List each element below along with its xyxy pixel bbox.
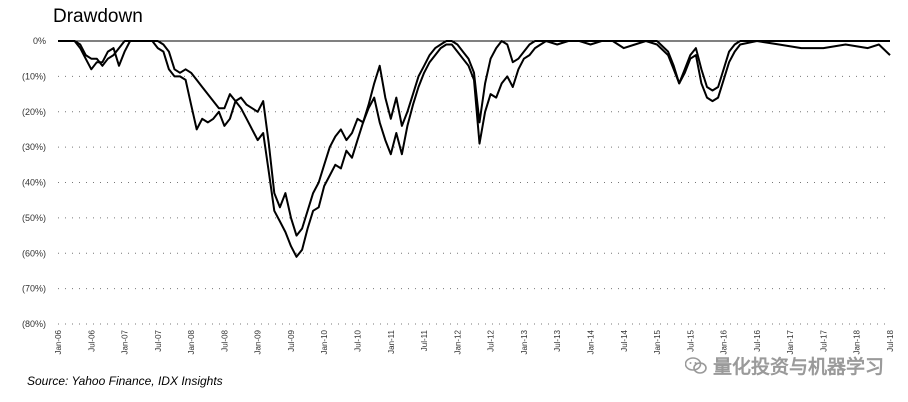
x-tick-label: Jan-10 bbox=[320, 329, 329, 354]
y-tick-label: 0% bbox=[33, 36, 46, 46]
x-axis-ticks: Jan-06 Jul-06 Jan-07 Jul-07 Jan-08 Jul-08 Jan-… bbox=[54, 329, 895, 354]
x-tick-label: Jan-09 bbox=[254, 329, 263, 354]
y-tick-label: (60%) bbox=[22, 248, 46, 258]
y-tick-label: (70%) bbox=[22, 284, 46, 294]
x-tick-label: Jan-15 bbox=[653, 329, 662, 354]
x-tick-label: Jan-18 bbox=[853, 329, 862, 354]
x-tick-label: Jan-06 bbox=[54, 329, 63, 354]
x-tick-label: Jan-12 bbox=[453, 329, 462, 354]
x-tick-label: Jan-11 bbox=[387, 329, 396, 353]
watermark: 量化投资与机器学习 bbox=[684, 352, 884, 379]
x-tick-label: Jul-17 bbox=[819, 329, 828, 351]
x-tick-label: Jan-07 bbox=[121, 329, 130, 354]
x-tick-label: Jan-08 bbox=[187, 329, 196, 354]
x-tick-label: Jul-13 bbox=[553, 329, 562, 351]
y-tick-label: (20%) bbox=[22, 107, 46, 117]
x-tick-label: Jul-09 bbox=[287, 329, 296, 351]
series-line-2 bbox=[58, 40, 891, 258]
y-axis-ticks: 0% (10%) (20%) (30%) (40%) (50%) (60%) (70%) (80… bbox=[22, 36, 46, 329]
y-tick-label: (80%) bbox=[22, 319, 46, 329]
x-tick-label: Jan-14 bbox=[586, 329, 595, 354]
x-tick-label: Jul-18 bbox=[886, 329, 895, 351]
series-lines bbox=[58, 40, 891, 258]
x-tick-label: Jul-15 bbox=[686, 329, 695, 351]
x-tick-label: Jan-16 bbox=[720, 329, 729, 354]
x-tick-label: Jul-10 bbox=[354, 329, 363, 351]
watermark-text: 量化投资与机器学习 bbox=[712, 357, 884, 378]
x-tick-label: Jul-11 bbox=[420, 329, 429, 351]
y-tick-label: (10%) bbox=[22, 71, 46, 81]
x-tick-label: Jul-08 bbox=[220, 329, 229, 351]
x-tick-label: Jul-14 bbox=[620, 329, 629, 351]
y-tick-label: (50%) bbox=[22, 213, 46, 223]
chat-bubble-icon bbox=[684, 356, 707, 374]
chart-title: Drawdown bbox=[53, 6, 143, 27]
x-tick-label: Jul-12 bbox=[487, 329, 496, 351]
y-tick-label: (30%) bbox=[22, 142, 46, 152]
x-tick-label: Jul-07 bbox=[154, 329, 163, 351]
x-tick-label: Jan-13 bbox=[520, 329, 529, 354]
x-tick-label: Jul-06 bbox=[87, 329, 96, 351]
x-tick-label: Jan-17 bbox=[786, 329, 795, 354]
source-note: Source: Yahoo Finance, IDX Insights bbox=[27, 374, 223, 388]
x-tick-label: Jul-16 bbox=[753, 329, 762, 351]
series-line-1 bbox=[58, 40, 890, 237]
y-tick-label: (40%) bbox=[22, 178, 46, 188]
